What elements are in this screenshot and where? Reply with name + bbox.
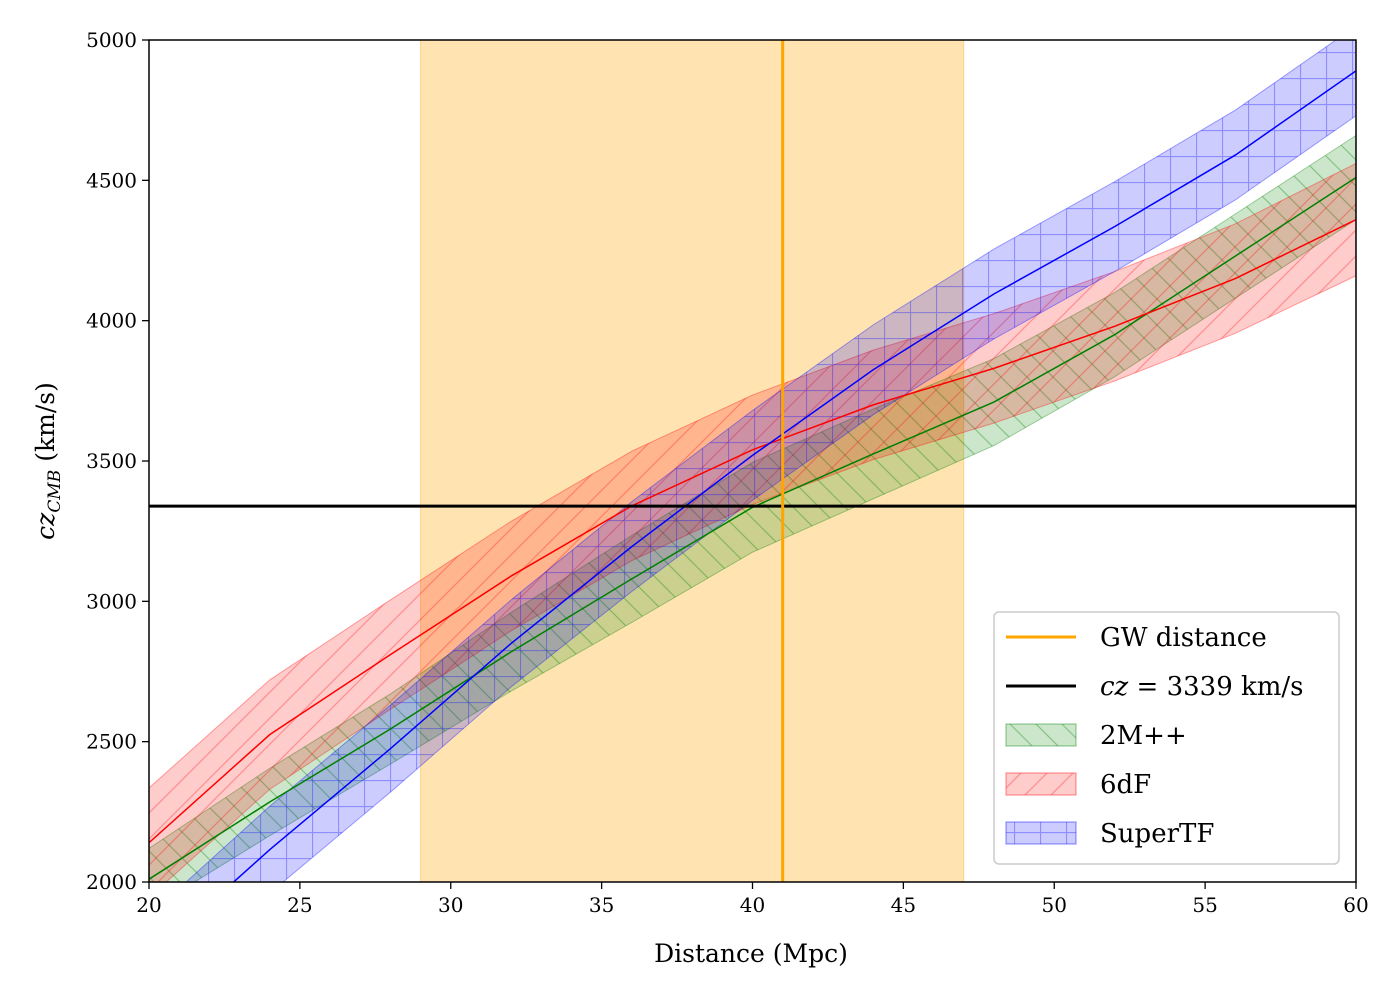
legend-gw-label: GW distance <box>1100 623 1267 653</box>
y-tick-label: 2000 <box>86 870 137 894</box>
x-tick-label: 55 <box>1192 893 1217 917</box>
6df-band-hatch <box>149 163 1356 882</box>
y-tick-label: 3000 <box>86 589 137 613</box>
legend-6df-label: 6dF <box>1100 770 1151 800</box>
supertf-line <box>232 70 1356 882</box>
y-tick-label: 3500 <box>86 449 137 473</box>
legend: GW distance cz = 3339 km/s 2M++ 6dF SuperT… <box>993 611 1340 865</box>
x-tick-label: 30 <box>438 893 463 917</box>
y-axis-title: czCMB (km/s) <box>31 382 65 540</box>
x-tick-label: 60 <box>1343 893 1368 917</box>
y-tick-label: 4500 <box>86 168 137 192</box>
y-tick-label: 4000 <box>86 309 137 333</box>
legend-box <box>993 611 1340 865</box>
legend-supertf-label: SuperTF <box>1100 819 1214 849</box>
y-tick-label: 5000 <box>86 28 137 52</box>
x-tick-label: 40 <box>740 893 765 917</box>
6df-line <box>149 218 1356 844</box>
x-tick-label: 35 <box>589 893 614 917</box>
legend-2mpp-label: 2M++ <box>1100 721 1187 751</box>
x-tick-label: 45 <box>891 893 916 917</box>
x-tick-label: 25 <box>287 893 312 917</box>
x-axis-title: Distance (Mpc) <box>654 939 848 968</box>
legend-2mpp-swatch-hatch <box>1006 724 1076 746</box>
legend-cz-label: cz = 3339 km/s <box>1100 672 1304 702</box>
x-tick-label: 50 <box>1042 893 1067 917</box>
x-tick-label: 20 <box>136 893 161 917</box>
legend-6df-swatch-hatch <box>1006 773 1076 795</box>
y-tick-label: 2500 <box>86 730 137 754</box>
legend-supertf-swatch-hatch <box>1006 822 1076 844</box>
